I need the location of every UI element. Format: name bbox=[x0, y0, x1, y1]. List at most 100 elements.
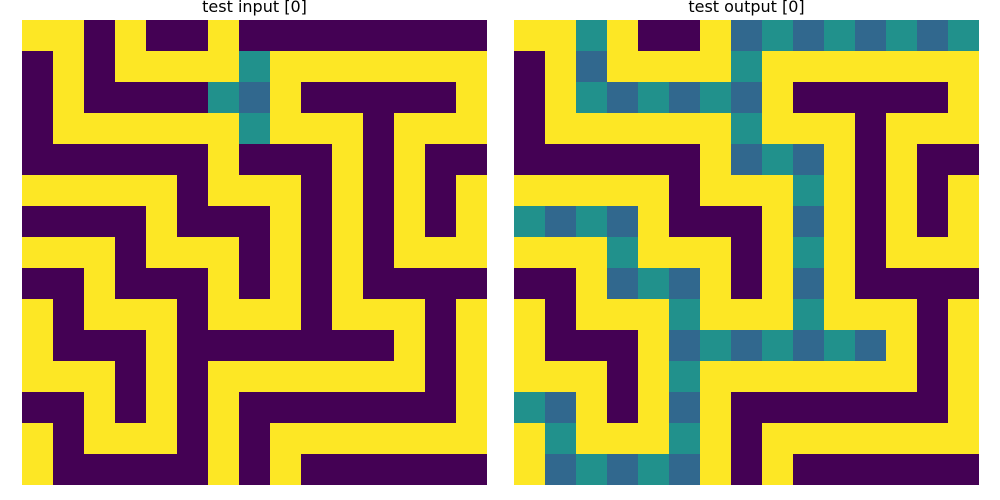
grid-cell bbox=[545, 361, 577, 393]
grid-cell bbox=[301, 20, 333, 52]
grid-cell bbox=[301, 51, 333, 83]
grid-cell bbox=[886, 423, 918, 455]
grid-cell bbox=[363, 361, 395, 393]
grid-cell bbox=[425, 144, 457, 176]
grid-cell bbox=[917, 330, 949, 362]
grid-cell bbox=[793, 361, 825, 393]
grid-cell bbox=[607, 237, 639, 269]
output-grid bbox=[514, 20, 979, 485]
grid-cell bbox=[115, 454, 147, 485]
grid-cell bbox=[824, 299, 856, 331]
grid-cell bbox=[53, 299, 85, 331]
grid-cell bbox=[425, 454, 457, 485]
grid-cell bbox=[22, 330, 54, 362]
grid-cell bbox=[638, 454, 670, 485]
grid-cell bbox=[332, 423, 364, 455]
grid-cell bbox=[177, 361, 209, 393]
grid-cell bbox=[53, 82, 85, 114]
grid-cell bbox=[700, 237, 732, 269]
grid-cell bbox=[762, 175, 794, 207]
grid-cell bbox=[363, 392, 395, 424]
grid-cell bbox=[731, 51, 763, 83]
grid-cell bbox=[886, 454, 918, 485]
grid-cell bbox=[886, 175, 918, 207]
grid-cell bbox=[425, 113, 457, 145]
grid-cell bbox=[638, 423, 670, 455]
grid-cell bbox=[824, 454, 856, 485]
grid-cell bbox=[394, 175, 426, 207]
grid-cell bbox=[177, 206, 209, 238]
grid-cell bbox=[638, 51, 670, 83]
grid-cell bbox=[301, 268, 333, 300]
grid-cell bbox=[638, 299, 670, 331]
grid-cell bbox=[425, 20, 457, 52]
grid-cell bbox=[514, 206, 546, 238]
grid-cell bbox=[115, 423, 147, 455]
grid-cell bbox=[425, 268, 457, 300]
grid-cell bbox=[700, 144, 732, 176]
grid-cell bbox=[669, 454, 701, 485]
grid-cell bbox=[53, 237, 85, 269]
grid-cell bbox=[514, 175, 546, 207]
grid-cell bbox=[332, 20, 364, 52]
grid-cell bbox=[363, 206, 395, 238]
grid-cell bbox=[545, 392, 577, 424]
grid-cell bbox=[115, 237, 147, 269]
grid-cell bbox=[762, 206, 794, 238]
grid-cell bbox=[824, 361, 856, 393]
grid-cell bbox=[53, 423, 85, 455]
grid-cell bbox=[53, 20, 85, 52]
grid-cell bbox=[607, 454, 639, 485]
grid-cell bbox=[363, 82, 395, 114]
grid-cell bbox=[22, 206, 54, 238]
grid-cell bbox=[607, 113, 639, 145]
grid-cell bbox=[917, 299, 949, 331]
grid-cell bbox=[301, 237, 333, 269]
grid-cell bbox=[363, 51, 395, 83]
grid-cell bbox=[514, 144, 546, 176]
grid-cell bbox=[700, 51, 732, 83]
grid-cell bbox=[22, 237, 54, 269]
grid-cell bbox=[514, 361, 546, 393]
grid-cell bbox=[576, 392, 608, 424]
grid-cell bbox=[545, 237, 577, 269]
grid-cell bbox=[332, 454, 364, 485]
grid-cell bbox=[824, 206, 856, 238]
grid-cell bbox=[638, 330, 670, 362]
grid-cell bbox=[917, 361, 949, 393]
grid-cell bbox=[208, 299, 240, 331]
grid-cell bbox=[669, 82, 701, 114]
grid-cell bbox=[270, 175, 302, 207]
grid-cell bbox=[146, 268, 178, 300]
grid-cell bbox=[84, 20, 116, 52]
grid-cell bbox=[793, 237, 825, 269]
grid-cell bbox=[22, 51, 54, 83]
grid-cell bbox=[700, 361, 732, 393]
grid-cell bbox=[22, 175, 54, 207]
grid-cell bbox=[514, 82, 546, 114]
grid-cell bbox=[824, 237, 856, 269]
grid-cell bbox=[146, 361, 178, 393]
grid-cell bbox=[239, 82, 271, 114]
grid-cell bbox=[824, 51, 856, 83]
grid-cell bbox=[700, 454, 732, 485]
grid-cell bbox=[855, 454, 887, 485]
grid-cell bbox=[115, 361, 147, 393]
grid-cell bbox=[146, 51, 178, 83]
grid-cell bbox=[731, 361, 763, 393]
grid-cell bbox=[824, 20, 856, 52]
grid-cell bbox=[886, 361, 918, 393]
grid-cell bbox=[731, 392, 763, 424]
grid-cell bbox=[363, 144, 395, 176]
grid-cell bbox=[824, 113, 856, 145]
grid-cell bbox=[948, 361, 979, 393]
grid-cell bbox=[53, 175, 85, 207]
grid-cell bbox=[948, 175, 979, 207]
grid-cell bbox=[239, 330, 271, 362]
grid-cell bbox=[363, 299, 395, 331]
grid-cell bbox=[793, 423, 825, 455]
input-grid bbox=[22, 20, 487, 485]
grid-cell bbox=[545, 423, 577, 455]
grid-cell bbox=[456, 51, 487, 83]
grid-cell bbox=[917, 392, 949, 424]
